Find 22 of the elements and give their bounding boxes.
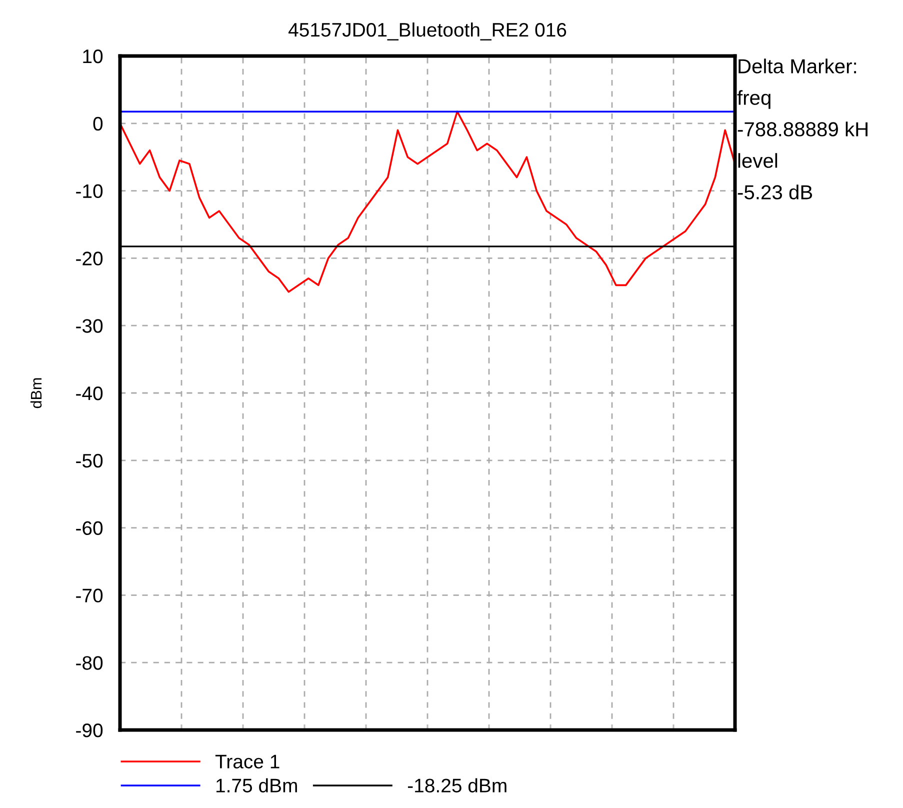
legend-label: -18.25 dBm bbox=[408, 778, 506, 792]
chart-title: 45157JD01_Bluetooth_RE2 016 bbox=[288, 22, 566, 40]
y-axis-title: dBm bbox=[30, 378, 42, 408]
y-tick-label: -90 bbox=[76, 723, 103, 738]
line-series bbox=[120, 110, 735, 293]
text: freq bbox=[737, 90, 770, 109]
y-tick-label: -60 bbox=[76, 521, 103, 536]
text: Delta Marker: bbox=[738, 58, 856, 74]
text: level bbox=[738, 153, 778, 168]
y-tick-label: -10 bbox=[76, 184, 103, 198]
y-tick-label: 10 bbox=[83, 49, 103, 64]
y-tick-label: -70 bbox=[76, 588, 103, 602]
y-tick-label: -30 bbox=[76, 319, 103, 333]
legend-label: Trace 1 bbox=[215, 754, 280, 768]
y-tick-label: -80 bbox=[76, 656, 103, 670]
y-tick-label: -50 bbox=[76, 454, 103, 468]
legend-label: 1.75 dBm bbox=[216, 778, 297, 792]
text: -788.88889 kH bbox=[738, 122, 868, 136]
y-tick-label: -20 bbox=[76, 252, 103, 266]
text: -5.23 dB bbox=[738, 184, 812, 200]
y-tick-label: 0 bbox=[93, 116, 103, 131]
y-tick-label: -40 bbox=[76, 386, 103, 400]
